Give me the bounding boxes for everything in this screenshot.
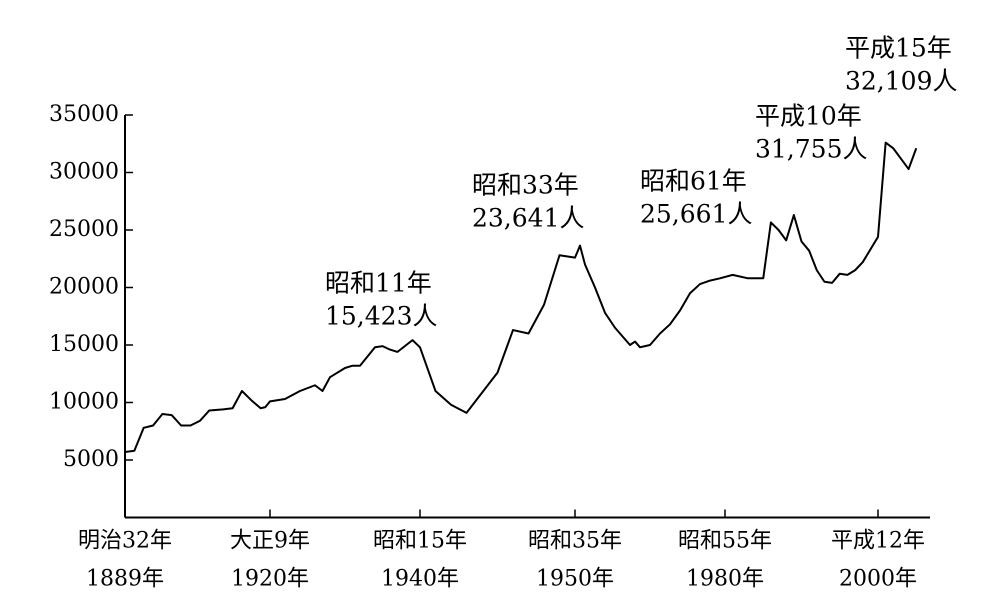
y-tick-label: 25000: [49, 217, 119, 242]
x-tick-label: 平成12年: [831, 529, 925, 554]
x-tick-label: 昭和35年: [528, 529, 622, 554]
annotation: 32,109人: [845, 67, 957, 96]
x-tick-label: 昭和15年: [373, 529, 467, 554]
y-tick-label: 30000: [49, 160, 119, 185]
x-tick-label: 1940年: [381, 567, 459, 592]
x-tick-label: 明治32年: [78, 529, 172, 554]
annotation: 25,661人: [640, 200, 752, 229]
x-tick-label: 大正9年: [230, 529, 310, 554]
annotation: 平成15年: [845, 34, 952, 63]
data-line: [124, 141, 918, 453]
x-tick-label: 昭和55年: [678, 529, 772, 554]
y-tick-label: 5000: [63, 447, 119, 472]
y-tick-label: 15000: [49, 332, 119, 357]
x-tick-label: 1950年: [536, 567, 614, 592]
x-tick-label: 1889年: [86, 567, 164, 592]
y-tick-label: 20000: [49, 275, 119, 300]
y-tick-label: 10000: [49, 390, 119, 415]
annotation: 15,423人: [325, 302, 437, 331]
annotation: 平成10年: [755, 102, 862, 131]
annotation: 昭和11年: [325, 269, 432, 298]
annotation: 23,641人: [472, 204, 584, 233]
annotation: 昭和61年: [640, 167, 747, 196]
x-tick-label: 1920年: [231, 567, 309, 592]
annotation: 31,755人: [755, 135, 867, 164]
y-tick-label: 35000: [49, 102, 119, 127]
x-tick-label: 1980年: [686, 567, 764, 592]
annotation: 昭和33年: [472, 171, 579, 200]
x-tick-label: 2000年: [839, 567, 917, 592]
